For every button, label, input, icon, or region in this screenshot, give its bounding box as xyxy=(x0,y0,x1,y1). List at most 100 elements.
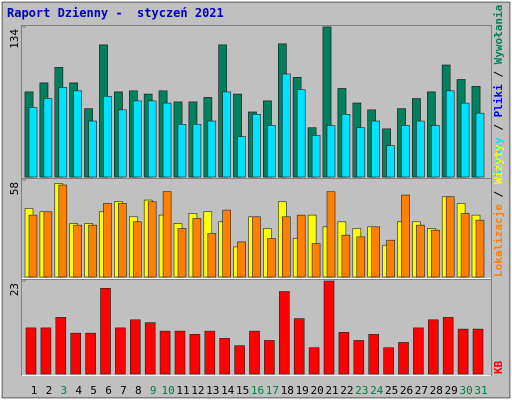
x-tick-label: 26 xyxy=(400,384,413,397)
x-tick-label: 3 xyxy=(60,384,67,397)
bar xyxy=(326,191,336,278)
x-tick-label: 16 xyxy=(251,384,264,397)
x-tick-label: 11 xyxy=(176,384,189,397)
bar xyxy=(460,213,470,278)
bar xyxy=(73,90,82,178)
bar xyxy=(159,330,171,375)
x-tick-label: 15 xyxy=(236,384,249,397)
bar xyxy=(338,332,350,375)
bar xyxy=(58,87,68,178)
bar xyxy=(40,327,52,375)
x-tick-label: 18 xyxy=(281,384,294,397)
bar xyxy=(237,241,246,278)
bar xyxy=(58,184,68,278)
bar xyxy=(416,224,425,278)
bar xyxy=(162,191,172,278)
x-tick-label: 27 xyxy=(415,384,428,397)
bar xyxy=(207,120,217,178)
bar xyxy=(252,114,261,178)
bar xyxy=(475,219,485,278)
x-tick-label: 13 xyxy=(206,384,219,397)
bar xyxy=(353,340,365,375)
x-tick-label: 25 xyxy=(385,384,398,397)
legend-separator: / xyxy=(492,184,505,204)
bar xyxy=(252,216,261,278)
bar xyxy=(115,327,126,375)
bar xyxy=(401,194,410,278)
bar xyxy=(144,322,156,375)
bar xyxy=(356,236,366,278)
x-tick-label: 2 xyxy=(46,384,53,397)
legend-entry: Strony xyxy=(492,137,505,177)
y-max-label: 134 xyxy=(8,29,21,49)
chart-title: Raport Dzienny - styczeń 2021 xyxy=(7,6,224,20)
bar xyxy=(445,196,455,278)
bar xyxy=(88,224,97,278)
x-tick-label: 9 xyxy=(150,384,157,397)
x-tick-label: 10 xyxy=(161,384,174,397)
bar xyxy=(267,238,276,278)
bar xyxy=(427,319,439,375)
bar xyxy=(207,233,217,278)
bar xyxy=(296,89,306,178)
bar xyxy=(174,330,186,375)
bar xyxy=(130,319,141,375)
x-tick-label: 22 xyxy=(340,384,353,397)
x-tick-label: 23 xyxy=(355,384,368,397)
bar xyxy=(103,96,112,178)
bar xyxy=(278,291,290,375)
bar xyxy=(100,287,111,375)
bar xyxy=(413,327,424,375)
x-tick-label: 20 xyxy=(310,384,323,397)
legend: Strony / Pliki / Wywołania xyxy=(492,5,505,177)
legend-entry: Lokalizacje xyxy=(492,204,505,277)
bar xyxy=(25,327,37,375)
bar xyxy=(133,221,142,278)
bar xyxy=(189,334,201,375)
bar xyxy=(281,216,291,278)
y-max-label: 58 xyxy=(8,182,21,195)
bar xyxy=(457,328,469,375)
legend: KB xyxy=(492,360,505,374)
bar xyxy=(249,330,260,375)
x-tick-label: 24 xyxy=(370,384,384,397)
bar xyxy=(222,209,231,278)
legend-entry: Wizyty xyxy=(492,144,505,184)
bar xyxy=(386,239,395,278)
bar xyxy=(401,125,410,178)
bar xyxy=(311,243,321,278)
bar xyxy=(442,317,454,375)
x-tick-label: 1 xyxy=(31,384,38,397)
x-tick-label: 30 xyxy=(459,384,472,397)
x-tick-label: 5 xyxy=(90,384,97,397)
bar xyxy=(308,347,320,375)
x-tick-label: 8 xyxy=(135,384,142,397)
x-tick-label: 4 xyxy=(75,384,82,397)
bar xyxy=(43,211,53,278)
bar xyxy=(383,347,394,375)
bar xyxy=(341,234,351,278)
bar xyxy=(326,125,336,178)
bar xyxy=(472,328,484,375)
bar xyxy=(118,203,127,278)
bar xyxy=(296,214,306,278)
bar xyxy=(70,332,81,375)
bar xyxy=(264,340,275,375)
bar xyxy=(293,318,305,375)
x-tick-label: 19 xyxy=(296,384,309,397)
bar xyxy=(85,332,96,375)
bar xyxy=(368,334,380,375)
bar xyxy=(234,345,245,375)
x-tick-label: 28 xyxy=(430,384,443,397)
bar xyxy=(28,107,38,178)
bar xyxy=(133,100,142,178)
bar xyxy=(371,120,381,178)
y-max-label: 23 xyxy=(8,283,21,296)
x-tick-label: 29 xyxy=(445,384,458,397)
bar xyxy=(311,135,321,178)
bar xyxy=(430,229,440,278)
bar xyxy=(445,90,455,178)
bar xyxy=(281,73,291,178)
x-tick-label: 21 xyxy=(325,384,338,397)
